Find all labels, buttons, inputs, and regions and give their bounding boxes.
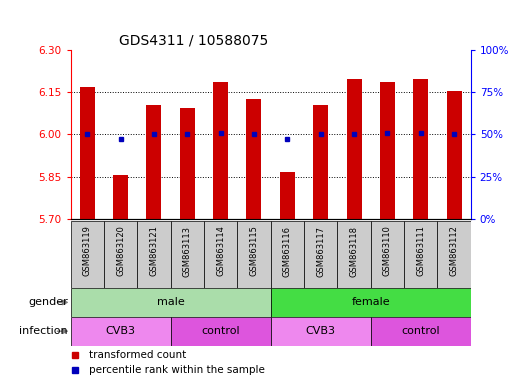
Bar [447, 91, 461, 219]
Text: GSM863111: GSM863111 [416, 225, 425, 276]
Text: control: control [401, 326, 440, 336]
Text: gender: gender [28, 297, 68, 308]
Text: GSM863113: GSM863113 [183, 225, 192, 276]
Bar [80, 86, 95, 219]
Bar [371, 221, 404, 288]
Bar [204, 221, 237, 288]
Bar [371, 317, 471, 346]
Bar [213, 82, 228, 219]
Text: GSM863114: GSM863114 [216, 225, 225, 276]
Bar [246, 99, 262, 219]
Text: GSM863115: GSM863115 [249, 225, 258, 276]
Text: female: female [351, 297, 390, 308]
Bar [271, 221, 304, 288]
Bar [380, 82, 395, 219]
Bar [413, 79, 428, 219]
Text: male: male [157, 297, 185, 308]
Text: GSM863116: GSM863116 [283, 225, 292, 276]
Bar [180, 108, 195, 219]
Text: GSM863110: GSM863110 [383, 225, 392, 276]
Bar [237, 221, 271, 288]
Bar [137, 221, 170, 288]
Text: GSM863120: GSM863120 [116, 225, 125, 276]
Text: GSM863121: GSM863121 [150, 225, 158, 276]
Bar [271, 317, 371, 346]
Bar [146, 105, 162, 219]
Bar [271, 288, 471, 317]
Bar [347, 79, 361, 219]
Text: GSM863117: GSM863117 [316, 225, 325, 276]
Bar [280, 172, 295, 219]
Text: GSM863119: GSM863119 [83, 225, 92, 276]
Text: GSM863118: GSM863118 [349, 225, 358, 276]
Text: GSM863112: GSM863112 [450, 225, 459, 276]
Bar [404, 221, 437, 288]
Text: transformed count: transformed count [88, 350, 186, 360]
Text: percentile rank within the sample: percentile rank within the sample [88, 365, 265, 376]
Bar [71, 288, 271, 317]
Bar [104, 221, 137, 288]
Bar [313, 105, 328, 219]
Bar [71, 317, 170, 346]
Bar [71, 221, 104, 288]
Bar [337, 221, 371, 288]
Text: CVB3: CVB3 [106, 326, 135, 336]
Text: infection: infection [19, 326, 68, 336]
Text: control: control [201, 326, 240, 336]
Text: CVB3: CVB3 [305, 326, 336, 336]
Bar [170, 221, 204, 288]
Bar [304, 221, 337, 288]
Bar [437, 221, 471, 288]
Text: GDS4311 / 10588075: GDS4311 / 10588075 [119, 33, 268, 47]
Bar [113, 175, 128, 219]
Bar [170, 317, 270, 346]
